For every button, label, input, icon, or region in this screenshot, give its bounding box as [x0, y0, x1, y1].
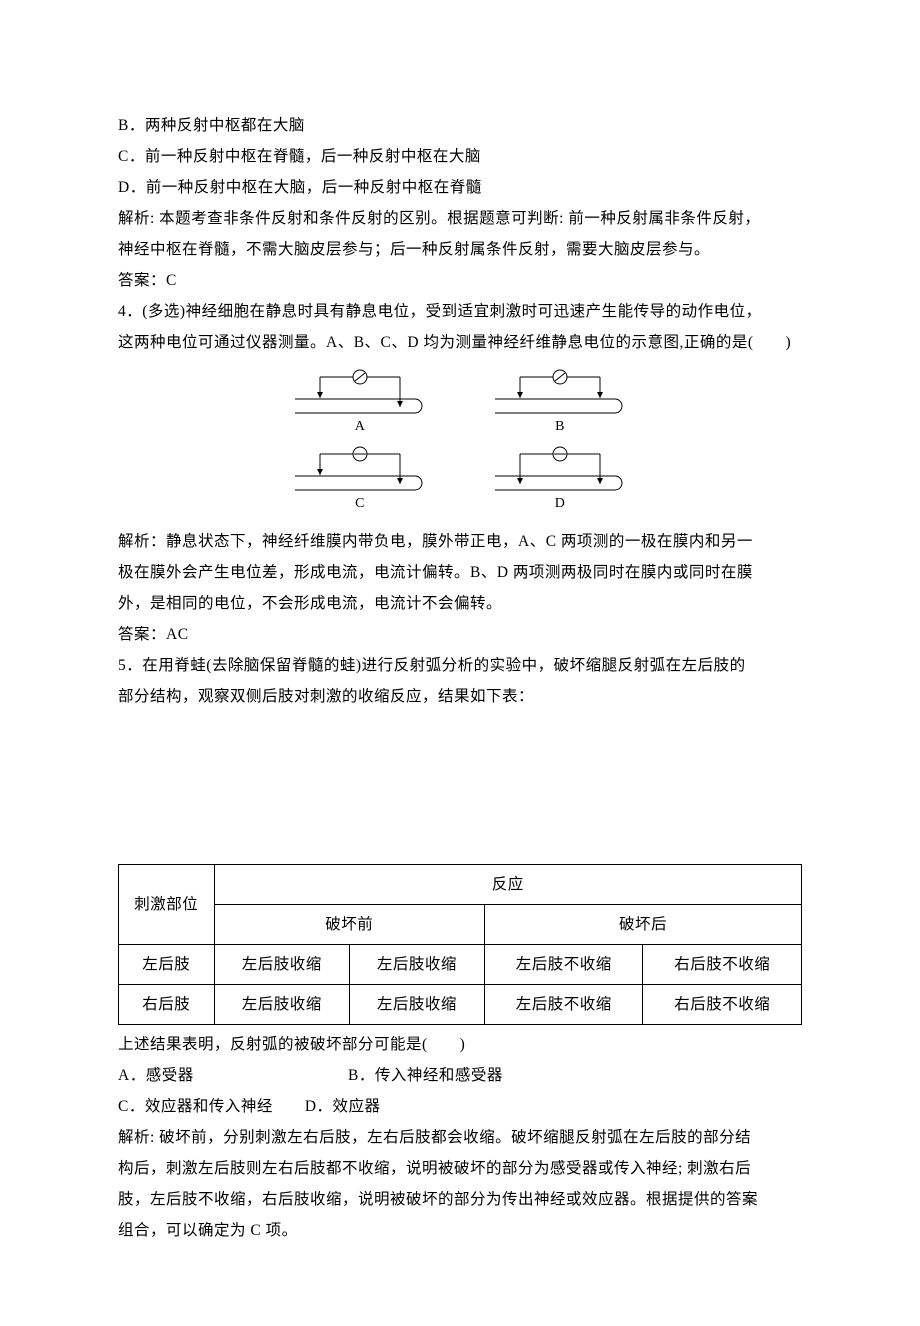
q5-option-cd: C．效应器和传入神经 D．效应器 [118, 1091, 802, 1122]
q5-explain-2: 构后，刺激左后肢则左右后肢都不收缩，说明被破坏的部分为感受器或传入神经; 刺激右… [118, 1153, 802, 1184]
q4-explain-2: 极在膜外会产生电位差，形成电流，电流计偏转。B、D 两项测两极同时在膜内或同时在… [118, 557, 802, 588]
table-row: 左后肢 左后肢收缩 左后肢收缩 左后肢不收缩 右后肢不收缩 [119, 945, 802, 985]
q4-answer: 答案：AC [118, 619, 802, 650]
cell-stim: 右后肢 [119, 985, 215, 1025]
cell-a1: 左后肢不收缩 [485, 985, 643, 1025]
q5-explain-4: 组合，可以确定为 C 项。 [118, 1215, 802, 1246]
q5-post-table: 上述结果表明，反射弧的被破坏部分可能是( ) [118, 1029, 802, 1060]
table-header-response: 反应 [214, 865, 801, 905]
table-header-stim: 刺激部位 [119, 865, 215, 945]
cell-a1: 左后肢不收缩 [485, 945, 643, 985]
svg-text:B: B [555, 419, 565, 432]
svg-text:A: A [355, 419, 366, 432]
page-gap [118, 712, 802, 860]
q4-explain-3: 外，是相同的电位，不会形成电流，电流计不会偏转。 [118, 588, 802, 619]
q3-explain-2: 神经中枢在脊髓，不需大脑皮层参与；后一种反射属条件反射，需要大脑皮层参与。 [118, 234, 802, 265]
q5-table: 刺激部位 反应 破坏前 破坏后 左后肢 左后肢收缩 左后肢收缩 左后肢不收缩 右… [118, 864, 802, 1025]
q4-figure: A B [118, 368, 802, 520]
q5-option-b: B．传入神经和感受器 [348, 1060, 503, 1091]
q4-stem-2: 这两种电位可通过仪器测量。A、B、C、D 均为测量神经纤维静息电位的示意图,正确… [118, 327, 802, 358]
cell-b2: 左后肢收缩 [349, 945, 484, 985]
q4-explain-1: 解析：静息状态下，神经纤维膜内带负电，膜外带正电，A、C 两项测的一极在膜内和另… [118, 526, 802, 557]
q5-option-a: A．感受器 [118, 1060, 348, 1091]
q5-stem-2: 部分结构，观察双侧后肢对刺激的收缩反应，结果如下表： [118, 681, 802, 712]
q5-explain-3: 肢，左后肢不收缩，右后肢收缩，说明被破坏的部分为传出神经或效应器。根据提供的答案 [118, 1184, 802, 1215]
cell-b1: 左后肢收缩 [214, 945, 349, 985]
cell-b2: 左后肢收缩 [349, 985, 484, 1025]
cell-a2: 右后肢不收缩 [643, 945, 802, 985]
table-row: 右后肢 左后肢收缩 左后肢收缩 左后肢不收缩 右后肢不收缩 [119, 985, 802, 1025]
q5-stem-1: 5．在用脊蛙(去除脑保留脊髓的蛙)进行反射弧分析的实验中，破坏缩腿反射弧在左后肢… [118, 650, 802, 681]
cell-stim: 左后肢 [119, 945, 215, 985]
svg-text:C: C [355, 496, 365, 509]
q4-stem-1: 4．(多选)神经细胞在静息时具有静息电位，受到适宜刺激时可迅速产生能传导的动作电… [118, 296, 802, 327]
table-header-before: 破坏前 [214, 905, 484, 945]
svg-text:D: D [555, 496, 566, 509]
q5-explain-1: 解析: 破坏前，分别刺激左右后肢，左右后肢都会收缩。破坏缩腿反射弧在左后肢的部分… [118, 1122, 802, 1153]
table-header-after: 破坏后 [485, 905, 802, 945]
q3-option-d: D．前一种反射中枢在大脑，后一种反射中枢在脊髓 [118, 172, 802, 203]
cell-b1: 左后肢收缩 [214, 985, 349, 1025]
diagram-c: C [290, 445, 430, 509]
q3-answer: 答案：C [118, 265, 802, 296]
diagram-d: D [490, 445, 630, 509]
cell-a2: 右后肢不收缩 [643, 985, 802, 1025]
q3-explain-1: 解析: 本题考查非条件反射和条件反射的区别。根据题意可判断: 前一种反射属非条件… [118, 203, 802, 234]
diagram-a: A [290, 368, 430, 432]
q3-option-b: B．两种反射中枢都在大脑 [118, 110, 802, 141]
diagram-b: B [490, 368, 630, 432]
q3-option-c: C．前一种反射中枢在脊髓，后一种反射中枢在大脑 [118, 141, 802, 172]
page-content: B．两种反射中枢都在大脑 C．前一种反射中枢在脊髓，后一种反射中枢在大脑 D．前… [0, 0, 920, 1326]
